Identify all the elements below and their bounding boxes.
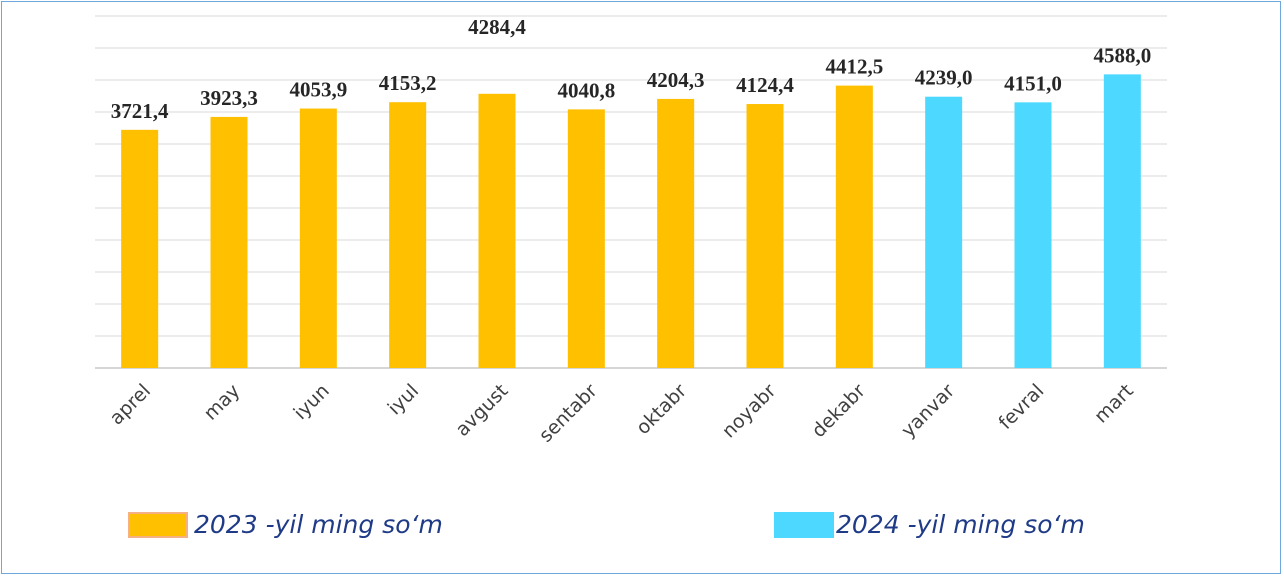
legend-swatch-2023	[128, 511, 188, 538]
legend-item-2023: 2023 -yil ming so‘m	[128, 510, 443, 539]
data-label-noyabr: 4124,4	[736, 73, 794, 97]
bar-chart: 3721,4 3923,3 4053,9 4153,2 4284,4 4040,8 4204…	[95, 15, 1167, 442]
bar-dekabr	[835, 85, 873, 368]
legend-item-2024: 2024 -yil ming so‘m	[774, 510, 1085, 539]
gridlines	[95, 15, 1167, 369]
x-tick-sentabr: sentabr	[535, 380, 602, 442]
bar-sentabr	[567, 109, 605, 369]
bar-oktabr	[657, 98, 695, 368]
x-tick-mart: mart	[1090, 380, 1138, 428]
x-tick-iyun: iyun	[289, 380, 333, 424]
data-label-oktabr: 4204,3	[647, 68, 705, 92]
legend-label-2023: 2023 -yil ming so‘m	[194, 510, 443, 539]
x-tick-noyabr: noyabr	[718, 380, 781, 442]
legend-label-2024: 2024 -yil ming so‘m	[836, 510, 1085, 539]
x-tick-aprel: aprel	[106, 380, 156, 430]
bars	[121, 74, 1141, 369]
data-label-iyul: 4153,2	[379, 71, 437, 95]
x-tick-labels: aprel may iyun iyul avgust sentabr oktabr noyab…	[106, 380, 1138, 442]
x-tick-may: may	[200, 380, 245, 425]
data-label-dekabr: 4412,5	[825, 55, 883, 79]
bar-yanvar	[925, 96, 963, 368]
x-tick-iyul: iyul	[384, 380, 423, 419]
legend-swatch-2024	[774, 511, 834, 538]
bar-iyun	[299, 108, 337, 368]
data-label-sentabr: 4040,8	[557, 78, 615, 102]
bar-mart	[1103, 74, 1141, 369]
data-label-fevral: 4151,0	[1004, 71, 1062, 95]
data-label-iyun: 4053,9	[289, 78, 347, 102]
bar-fevral	[1014, 102, 1052, 368]
bar-avgust	[478, 93, 516, 368]
x-tick-dekabr: dekabr	[808, 380, 870, 442]
data-labels: 3721,4 3923,3 4053,9 4153,2 4284,4 4040,8 4204…	[111, 15, 1151, 123]
data-label-yanvar: 4239,0	[915, 66, 973, 90]
bar-noyabr	[746, 104, 784, 369]
x-tick-oktabr: oktabr	[632, 380, 691, 439]
x-tick-avgust: avgust	[451, 380, 512, 441]
x-tick-fevral: fevral	[994, 380, 1048, 434]
data-label-avgust: 4284,4	[468, 15, 526, 39]
bar-iyul	[389, 102, 427, 369]
x-tick-yanvar: yanvar	[897, 380, 959, 442]
bar-may	[210, 116, 248, 368]
data-label-aprel: 3721,4	[111, 99, 169, 123]
data-label-mart: 4588,0	[1093, 43, 1151, 67]
data-label-may: 3923,3	[200, 86, 258, 110]
bar-aprel	[121, 129, 159, 368]
